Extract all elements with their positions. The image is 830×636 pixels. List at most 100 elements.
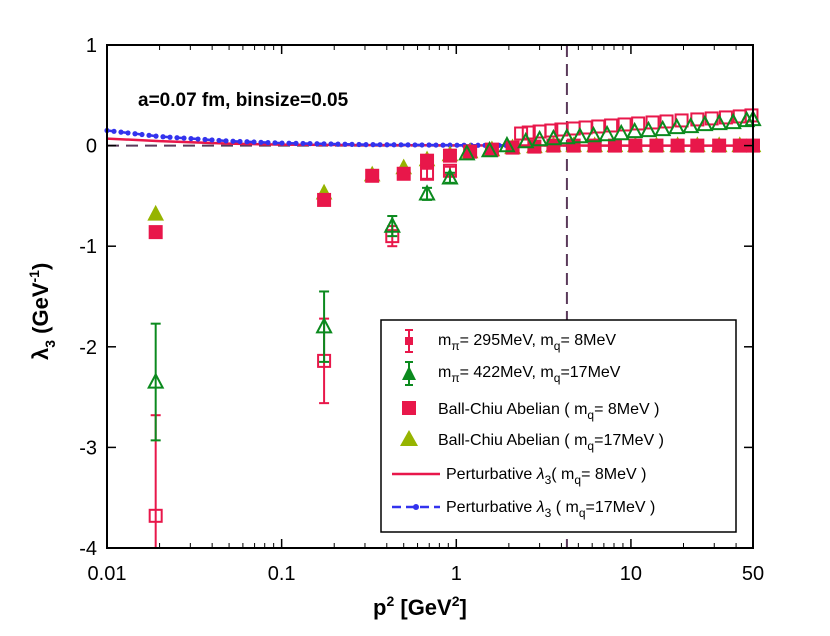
lattice-422mev-point <box>480 140 499 158</box>
perturbative-17mev-dot <box>391 142 397 148</box>
ball-chiu-8mev-point <box>690 138 705 153</box>
perturbative-17mev-dot <box>223 138 229 144</box>
ball-chiu-8mev-point <box>670 138 685 153</box>
legend-entry-4: Ball-Chiu Abelian ( mq=17MeV ) <box>438 432 664 453</box>
ball-chiu-17mev-point <box>147 204 165 221</box>
lattice-295mev-point <box>420 166 435 181</box>
lattice-422mev-point <box>724 112 742 130</box>
perturbative-17mev-dot <box>160 134 166 140</box>
perturbative-17mev-dot <box>384 142 390 148</box>
perturbative-17mev-dot <box>433 142 439 148</box>
legend-key-6-dot <box>413 504 419 510</box>
perturbative-17mev-dot <box>237 138 243 145</box>
perturbative-17mev-dot <box>286 140 292 146</box>
perturbative-17mev-dot <box>118 129 124 135</box>
x-axis-label: p2 [GeV2] <box>373 593 467 620</box>
ball-chiu-8mev-point <box>587 138 602 153</box>
lattice-422mev-point <box>738 110 756 128</box>
lattice-295mev-point <box>645 115 660 130</box>
y-tick-label: -2 <box>79 337 97 359</box>
perturbative-17mev-dot <box>153 133 159 139</box>
ball-chiu-8mev-point <box>317 192 332 207</box>
legend: mπ= 295MeV, mq= 8MeV mπ= 422MeV, mq=17Me… <box>380 319 737 533</box>
x-tick-label: 50 <box>742 563 764 585</box>
x-tick-label: 0.1 <box>268 563 296 585</box>
x-tick-label: 0.01 <box>88 563 127 585</box>
y-tick-label: -3 <box>79 437 97 459</box>
perturbative-17mev-dot <box>265 139 271 146</box>
perturbative-17mev-dot <box>454 142 460 148</box>
perturbative-17mev-dot <box>398 142 404 148</box>
ball-chiu-8mev-point <box>396 166 411 181</box>
perturbative-17mev-dot <box>125 130 131 136</box>
perturbative-17mev-dot <box>377 142 383 148</box>
y-tick-label: -4 <box>79 538 97 560</box>
perturbative-17mev-dot <box>216 137 222 144</box>
lattice-295mev-point <box>604 118 619 133</box>
y-axis-label: λ3 (GeV-1) <box>26 263 58 360</box>
perturbative-17mev-dot <box>272 140 278 146</box>
lattice-422mev-point <box>668 117 686 135</box>
legend-key-1-marker <box>405 337 413 345</box>
lattice-422mev-point <box>147 372 165 389</box>
perturbative-17mev-dot <box>440 142 446 148</box>
perturbative-17mev-dot <box>230 138 236 144</box>
perturbative-17mev-dot <box>181 135 187 141</box>
perturbative-17mev-dot <box>447 142 453 148</box>
lattice-422mev-point <box>441 168 459 185</box>
lattice-422mev-point <box>682 116 700 134</box>
lattice-422mev-point <box>625 121 644 139</box>
y-tick-label: 0 <box>86 136 97 158</box>
legend-key-2-marker <box>402 366 416 380</box>
perturbative-17mev-dot <box>167 134 173 140</box>
lattice-422mev-point <box>598 124 616 142</box>
lattice-422mev-point <box>498 135 516 153</box>
perturbative-17mev-dot <box>328 141 334 147</box>
perturbative-17mev-dot <box>188 135 194 142</box>
perturbative-17mev-dot <box>139 131 145 138</box>
ball-chiu-8mev-point <box>628 138 643 153</box>
perturbative-17mev-dot <box>132 131 138 137</box>
legend-entry-3: Ball-Chiu Abelian ( mq= 8MeV ) <box>438 401 659 422</box>
legend-entry-1: mπ= 295MeV, mq= 8MeV <box>438 332 616 353</box>
perturbative-17mev-dot <box>279 140 285 146</box>
y-tick-label: 1 <box>86 35 97 57</box>
perturbative-17mev-dot <box>405 142 411 148</box>
data-layer <box>104 108 762 548</box>
ball-chiu-8mev-point <box>148 225 163 240</box>
lattice-422mev-point <box>558 127 576 145</box>
lattice-422mev-point <box>612 123 630 141</box>
perturbative-17mev-dot <box>202 136 208 143</box>
lattice-295mev-point <box>148 508 163 523</box>
annotation-text: a=0.07 fm, binsize=0.05 <box>138 90 349 111</box>
perturbative-17mev-dot <box>300 140 306 147</box>
legend-entry-6: Perturbative λ3 ( mq=17MeV ) <box>446 499 655 520</box>
plot-frame <box>106 44 754 549</box>
lattice-422mev-point <box>654 119 672 137</box>
ball-chiu-8mev-point <box>365 168 380 183</box>
perturbative-17mev-dot <box>307 140 313 147</box>
ball-chiu-8mev-point <box>420 153 435 168</box>
y-tick-label: -1 <box>79 236 97 258</box>
perturbative-17mev-dot <box>419 142 425 148</box>
perturbative-17mev-dot <box>314 141 320 147</box>
perturbative-17mev-dot <box>349 141 355 147</box>
perturbative-17mev-dot <box>342 141 348 147</box>
perturbative-17mev-dot <box>356 141 362 148</box>
x-tick-label: 10 <box>620 563 642 585</box>
ball-chiu-8mev-point <box>442 148 457 163</box>
perturbative-17mev-dot <box>244 139 250 145</box>
perturbative-17mev-dot <box>209 137 215 143</box>
perturbative-17mev-dot <box>174 135 180 141</box>
lattice-422mev-point <box>696 114 714 132</box>
legend-box <box>380 319 737 533</box>
perturbative-17mev-dot <box>426 142 432 148</box>
x-tick-label: 1 <box>451 563 462 585</box>
lattice-422mev-point <box>710 113 728 131</box>
ball-chiu-8mev-point <box>649 138 664 153</box>
perturbative-17mev-dot <box>363 142 369 148</box>
legend-keys <box>392 329 440 510</box>
perturbative-17mev-dot <box>335 141 341 147</box>
